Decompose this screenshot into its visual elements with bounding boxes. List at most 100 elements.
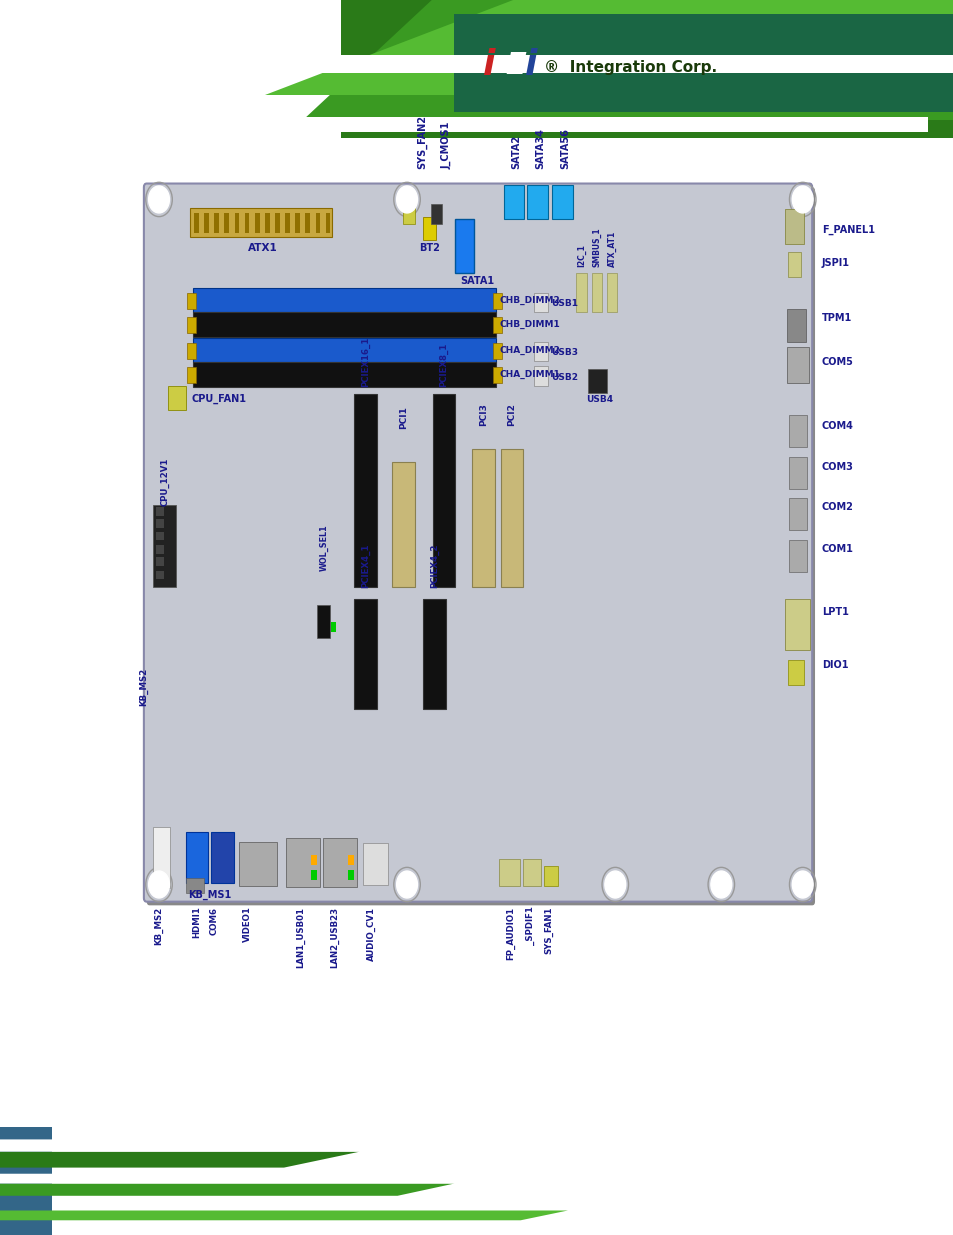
FancyBboxPatch shape: [348, 855, 354, 864]
FancyBboxPatch shape: [190, 207, 332, 237]
FancyBboxPatch shape: [544, 866, 557, 885]
FancyBboxPatch shape: [362, 842, 388, 884]
Text: SATA34: SATA34: [535, 128, 545, 169]
FancyBboxPatch shape: [311, 869, 316, 879]
FancyBboxPatch shape: [254, 212, 259, 232]
Text: ®  Integration Corp.: ® Integration Corp.: [544, 59, 717, 74]
Text: COM6: COM6: [210, 906, 218, 935]
FancyBboxPatch shape: [311, 855, 316, 864]
Text: VIDEO1: VIDEO1: [242, 906, 252, 942]
FancyBboxPatch shape: [423, 599, 445, 709]
FancyBboxPatch shape: [788, 540, 806, 572]
FancyBboxPatch shape: [156, 508, 164, 516]
FancyBboxPatch shape: [534, 293, 548, 312]
Text: PCI3: PCI3: [478, 404, 488, 426]
FancyBboxPatch shape: [156, 571, 164, 579]
Text: USB2: USB2: [550, 373, 578, 382]
Text: KB_MS2: KB_MS2: [154, 906, 163, 945]
Text: _SPDIF1: _SPDIF1: [525, 906, 534, 946]
Text: CHA_DIMM1: CHA_DIMM1: [499, 370, 560, 379]
FancyBboxPatch shape: [787, 661, 802, 684]
FancyBboxPatch shape: [325, 212, 330, 232]
Text: SMBUS_1: SMBUS_1: [592, 227, 601, 267]
FancyBboxPatch shape: [500, 450, 523, 587]
FancyBboxPatch shape: [224, 212, 229, 232]
Text: ATX1: ATX1: [248, 243, 277, 253]
Text: AUDIO_CV1: AUDIO_CV1: [366, 906, 375, 961]
FancyBboxPatch shape: [788, 415, 806, 447]
FancyBboxPatch shape: [239, 841, 277, 885]
FancyBboxPatch shape: [144, 184, 811, 902]
FancyBboxPatch shape: [503, 185, 524, 219]
FancyBboxPatch shape: [784, 209, 802, 243]
FancyBboxPatch shape: [156, 519, 164, 527]
Text: E: E: [505, 52, 526, 80]
FancyBboxPatch shape: [354, 599, 376, 709]
Circle shape: [604, 871, 625, 898]
FancyBboxPatch shape: [493, 367, 501, 383]
Text: COM3: COM3: [821, 462, 853, 472]
FancyBboxPatch shape: [187, 293, 195, 309]
Text: F_PANEL1: F_PANEL1: [821, 225, 874, 235]
Text: JSPI1: JSPI1: [821, 258, 849, 268]
FancyBboxPatch shape: [534, 342, 548, 361]
Polygon shape: [340, 0, 953, 138]
FancyBboxPatch shape: [493, 343, 501, 359]
Text: FP_AUDIO1: FP_AUDIO1: [506, 906, 516, 960]
Text: PCIEX4_1: PCIEX4_1: [360, 543, 370, 588]
Text: LAN2_USB23: LAN2_USB23: [330, 906, 339, 968]
FancyBboxPatch shape: [315, 212, 320, 232]
FancyBboxPatch shape: [211, 832, 233, 883]
Text: LPT1: LPT1: [821, 608, 847, 618]
Circle shape: [792, 186, 812, 212]
Text: USB1: USB1: [550, 299, 578, 308]
FancyBboxPatch shape: [472, 450, 495, 587]
FancyBboxPatch shape: [147, 188, 814, 905]
Text: TPM1: TPM1: [821, 314, 851, 324]
Text: CPU_12V1: CPU_12V1: [160, 457, 169, 506]
Text: COM5: COM5: [821, 357, 853, 368]
FancyBboxPatch shape: [430, 204, 441, 224]
Text: LAN1_USB01: LAN1_USB01: [296, 906, 305, 967]
Text: PCI2: PCI2: [507, 404, 517, 426]
Text: CHB_DIMM1: CHB_DIMM1: [499, 320, 560, 329]
Text: PCIEX16_1: PCIEX16_1: [360, 337, 370, 387]
FancyBboxPatch shape: [168, 385, 186, 410]
Text: SYS_FAN2: SYS_FAN2: [416, 115, 427, 169]
FancyBboxPatch shape: [193, 212, 198, 232]
FancyBboxPatch shape: [187, 317, 195, 333]
Text: i: i: [482, 48, 495, 82]
FancyBboxPatch shape: [153, 827, 171, 888]
FancyBboxPatch shape: [591, 273, 601, 312]
FancyBboxPatch shape: [331, 622, 335, 632]
FancyBboxPatch shape: [305, 212, 310, 232]
Text: CPU_FAN1: CPU_FAN1: [191, 394, 246, 404]
FancyBboxPatch shape: [493, 317, 501, 333]
Text: COM4: COM4: [821, 421, 853, 431]
Text: I2C_1: I2C_1: [577, 245, 586, 267]
FancyBboxPatch shape: [587, 368, 606, 393]
FancyBboxPatch shape: [234, 212, 239, 232]
FancyBboxPatch shape: [244, 212, 249, 232]
Polygon shape: [265, 0, 953, 95]
Text: SATA2: SATA2: [511, 135, 520, 169]
Text: PCIEX4_2: PCIEX4_2: [430, 543, 438, 588]
FancyBboxPatch shape: [392, 462, 415, 587]
FancyBboxPatch shape: [153, 505, 176, 587]
FancyBboxPatch shape: [455, 219, 474, 273]
FancyBboxPatch shape: [0, 1128, 52, 1235]
Polygon shape: [0, 1140, 397, 1152]
FancyBboxPatch shape: [576, 273, 586, 312]
Text: CHA_DIMM2: CHA_DIMM2: [499, 346, 560, 354]
FancyBboxPatch shape: [285, 212, 290, 232]
Polygon shape: [0, 1210, 567, 1220]
Text: SATA1: SATA1: [459, 275, 494, 287]
Text: DIO1: DIO1: [821, 661, 847, 671]
FancyBboxPatch shape: [606, 273, 617, 312]
Circle shape: [149, 871, 170, 898]
FancyBboxPatch shape: [156, 557, 164, 566]
Polygon shape: [246, 54, 953, 73]
FancyBboxPatch shape: [186, 878, 203, 893]
FancyBboxPatch shape: [784, 599, 809, 651]
FancyBboxPatch shape: [534, 366, 548, 385]
